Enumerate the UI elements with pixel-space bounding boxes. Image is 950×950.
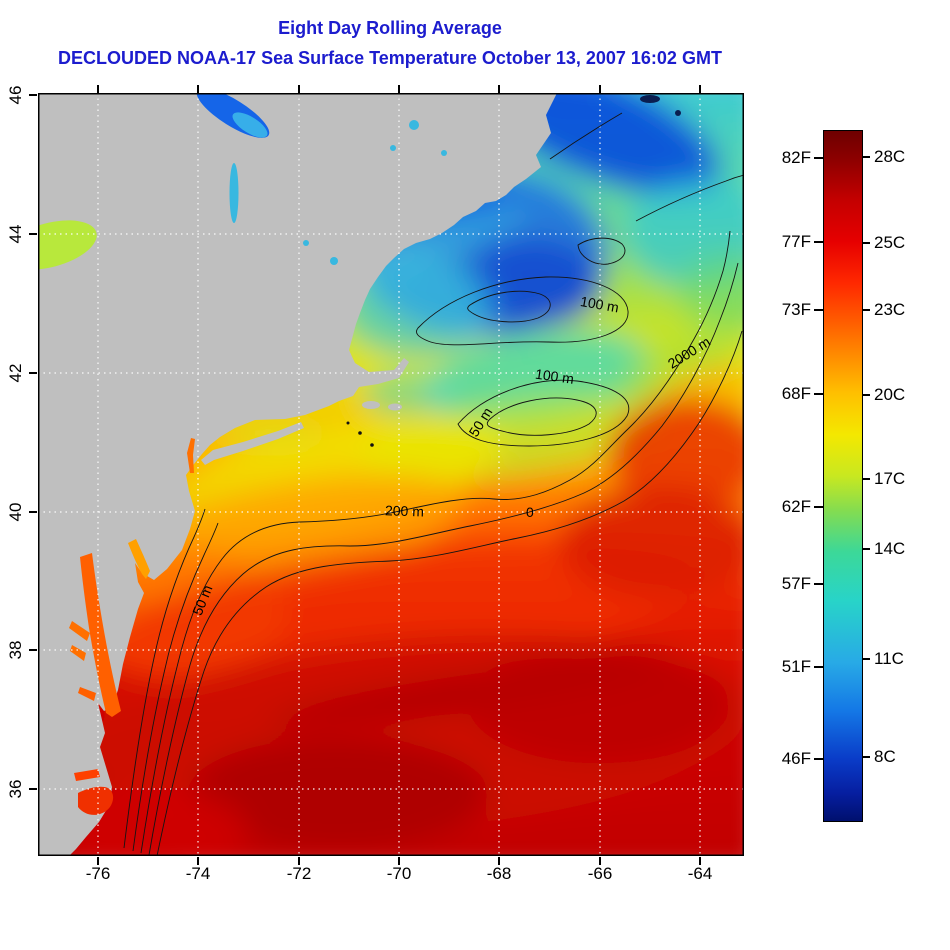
fundy-dark-patch: [640, 95, 660, 103]
lake-ontario: [38, 220, 97, 270]
colorbar-c-tick: [862, 156, 870, 158]
hudson-river: [187, 438, 195, 473]
y-tick-label: 42: [6, 363, 25, 383]
chesapeake-bay: [80, 553, 121, 717]
x-tick-label: -66: [587, 864, 613, 883]
lake-champlain: [229, 163, 239, 223]
x-axis-top-tick: [97, 85, 99, 93]
y-axis-tick: [29, 372, 37, 374]
depth-contours: [123, 112, 744, 856]
long-island: [201, 422, 304, 465]
y-tick-label: 46: [6, 85, 25, 105]
temperature-colorbar: [823, 130, 863, 822]
x-axis-tick: [699, 857, 701, 865]
colorbar-c-label: 17C: [874, 469, 906, 488]
land-mass: [38, 93, 557, 856]
delaware-bay: [128, 539, 150, 579]
colorbar-f-tick: [814, 241, 823, 243]
colorbar-c-label: 11C: [874, 649, 904, 668]
y-tick-label: 36: [6, 779, 25, 799]
x-axis-tick: [97, 857, 99, 865]
colorbar-f-label: 62F: [781, 497, 811, 516]
y-axis-tick: [29, 94, 37, 96]
inland-waters: [38, 93, 681, 815]
y-axis-tick: [29, 649, 37, 651]
x-axis-tick: [498, 857, 500, 865]
colorbar-c-label: 28C: [874, 147, 906, 166]
x-axis-tick: [197, 857, 199, 865]
y-tick-label: 38: [6, 640, 25, 660]
x-axis-tick: [398, 857, 400, 865]
plot-border: [38, 93, 744, 856]
x-axis-top-tick: [398, 85, 400, 93]
colorbar-f-label: 82F: [781, 148, 811, 167]
colorbar-f-tick: [814, 666, 823, 668]
contour-label-100-lower: 100 m: [534, 366, 575, 387]
x-axis-tick: [599, 857, 601, 865]
colorbar-f-tick: [814, 309, 823, 311]
colorbar-c-tick: [862, 394, 870, 396]
colorbar-f-label: 68F: [781, 384, 811, 403]
y-tick-label: 44: [6, 224, 25, 244]
contour-label-200: 200 m: [385, 502, 424, 519]
colorbar-c-label: 20C: [874, 385, 906, 404]
colorbar-f-label: 73F: [781, 300, 811, 319]
colorbar-f-label: 77F: [781, 232, 811, 251]
contour-label-100-upper: 100 m: [579, 293, 620, 316]
x-axis-top-tick: [197, 85, 199, 93]
x-tick-label: -76: [85, 864, 111, 883]
sst-map-svg: 100 m 2000 m 100 m 50 m 200 m 50 m 0: [38, 93, 744, 856]
graticule: [38, 93, 744, 856]
x-tick-label: -68: [486, 864, 512, 883]
colorbar-f-label: 51F: [781, 657, 811, 676]
colorbar-f-tick: [814, 157, 823, 159]
colorbar-f-tick: [814, 506, 823, 508]
colorbar-c-tick: [862, 242, 870, 244]
y-axis-tick: [29, 788, 37, 790]
x-tick-label: -64: [687, 864, 713, 883]
x-tick-label: -70: [386, 864, 412, 883]
marthas-vineyard: [362, 401, 380, 409]
colorbar-c-label: 8C: [874, 747, 896, 766]
y-axis-tick: [29, 511, 37, 513]
colorbar-f-tick: [814, 583, 823, 585]
x-tick-label: -74: [185, 864, 211, 883]
colorbar-c-label: 25C: [874, 233, 906, 252]
colorbar-c-tick: [862, 756, 870, 758]
chart-title-line2: DECLOUDED NOAA-17 Sea Surface Temperatur…: [58, 48, 722, 68]
x-axis-top-tick: [699, 85, 701, 93]
colorbar-f-tick: [814, 393, 823, 395]
colorbar-c-tick: [862, 478, 870, 480]
colorbar-c-tick: [862, 658, 870, 660]
colorbar-c-tick: [862, 309, 870, 311]
pamlico-sound: [78, 786, 114, 815]
y-tick-label: 40: [6, 502, 25, 522]
colorbar-f-label: 46F: [781, 749, 811, 768]
colorbar-c-tick: [862, 548, 870, 550]
x-axis-top-tick: [599, 85, 601, 93]
x-tick-label: -72: [286, 864, 312, 883]
nantucket: [388, 403, 402, 411]
chart-title-line1: Eight Day Rolling Average: [278, 18, 502, 38]
x-axis-tick: [298, 857, 300, 865]
contour-label-0: 0: [526, 504, 534, 520]
x-axis-top-tick: [498, 85, 500, 93]
colorbar-c-label: 23C: [874, 300, 906, 319]
colorbar-f-tick: [814, 758, 823, 760]
x-axis-top-tick: [298, 85, 300, 93]
colorbar-f-label: 57F: [781, 574, 811, 593]
colorbar-c-label: 14C: [874, 539, 906, 558]
y-axis-tick: [29, 233, 37, 235]
